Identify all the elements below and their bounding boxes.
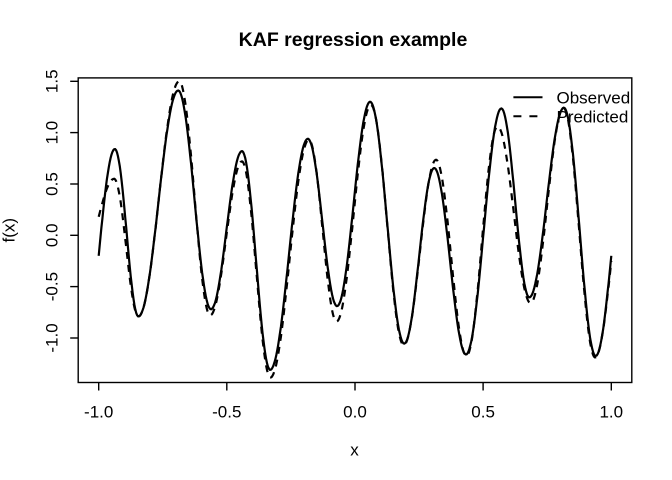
svg-text:KAF regression example: KAF regression example <box>239 29 468 51</box>
svg-text:Predicted: Predicted <box>557 107 629 126</box>
svg-text:-1.0: -1.0 <box>84 403 113 422</box>
svg-text:Observed: Observed <box>557 88 631 107</box>
svg-text:1.5: 1.5 <box>43 69 62 93</box>
svg-text:-1.0: -1.0 <box>43 323 62 352</box>
svg-text:1.0: 1.0 <box>43 121 62 145</box>
svg-text:x: x <box>350 441 359 460</box>
svg-text:f(x): f(x) <box>0 218 19 243</box>
svg-text:-0.5: -0.5 <box>43 272 62 301</box>
svg-text:0.0: 0.0 <box>43 223 62 247</box>
svg-text:0.0: 0.0 <box>343 403 367 422</box>
svg-text:0.5: 0.5 <box>471 403 495 422</box>
svg-text:1.0: 1.0 <box>599 403 623 422</box>
svg-text:-0.5: -0.5 <box>212 403 241 422</box>
svg-text:0.5: 0.5 <box>43 172 62 196</box>
